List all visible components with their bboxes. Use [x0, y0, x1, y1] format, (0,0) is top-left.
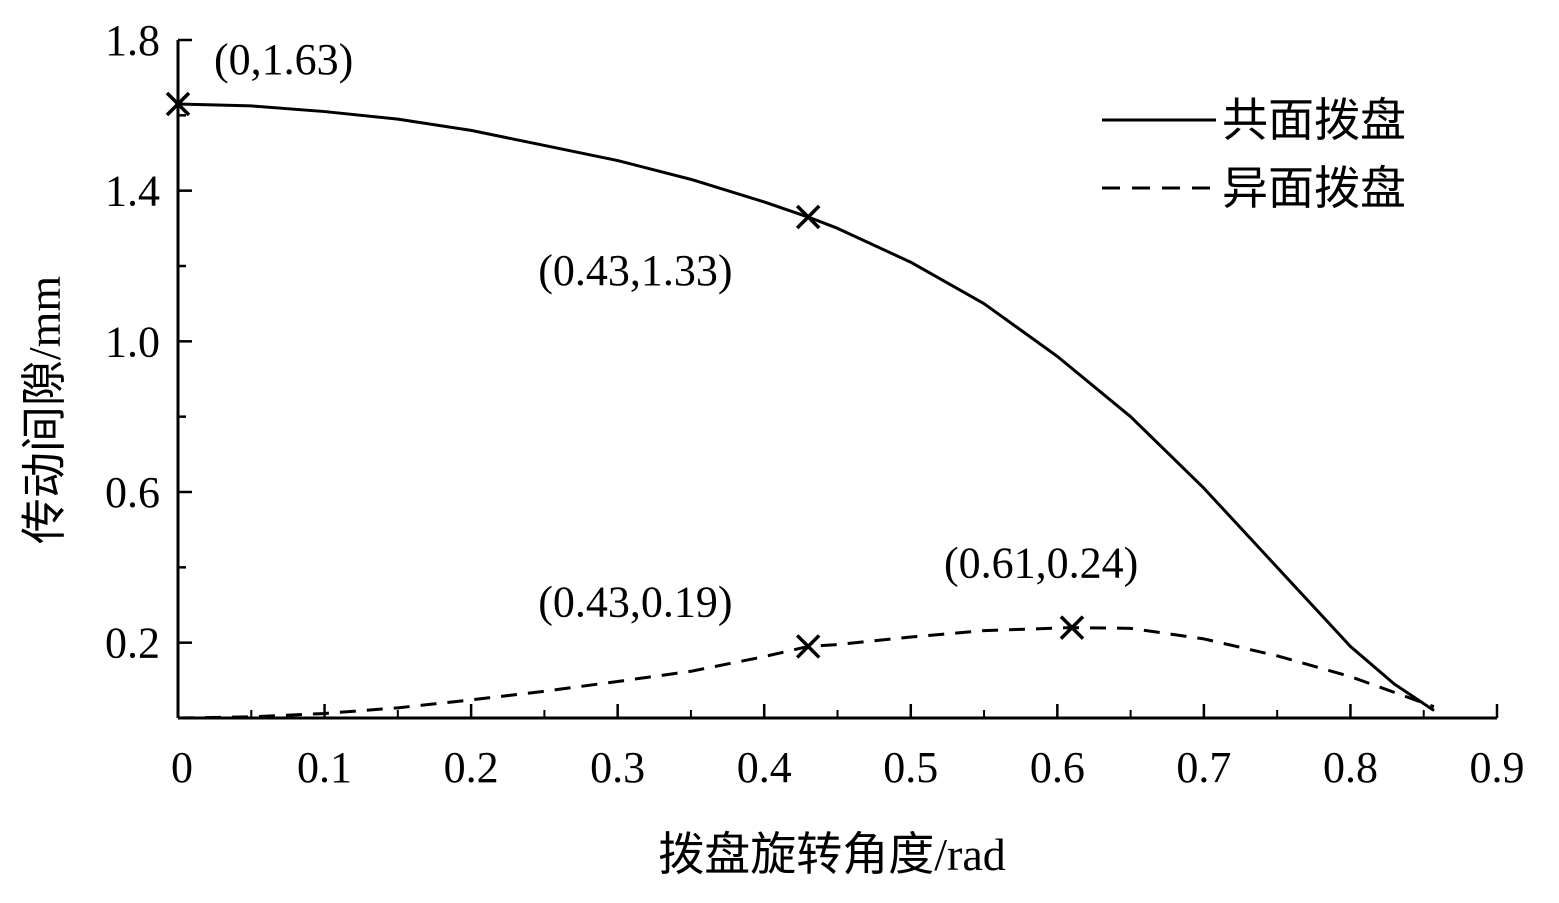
- legend-label: 共面拨盘: [1222, 95, 1406, 146]
- x-tick-label: 0.6: [1030, 743, 1085, 792]
- annotations: (0,1.63) (0.43,1.33) (0.43,0.19) (0.61,0.24…: [165, 35, 1138, 659]
- x-marker: [795, 204, 821, 230]
- annotation-label: (0,1.63): [214, 35, 353, 84]
- x-tick-label: 0.8: [1323, 743, 1378, 792]
- x-tick-label: 0.5: [883, 743, 938, 792]
- x-tick-label: 0.7: [1176, 743, 1231, 792]
- x-tick-label: 0.3: [590, 743, 645, 792]
- y-tick-label: 1.4: [105, 167, 160, 216]
- x-tick-label: 0.2: [444, 743, 499, 792]
- series-line-1: [177, 102, 1435, 712]
- y-tick-label: 0.2: [105, 619, 160, 668]
- annotation-label: (0.61,0.24): [944, 539, 1138, 588]
- annotation-label: (0.43,0.19): [538, 577, 732, 626]
- y-axis-title: 传动间隙/mm: [19, 276, 70, 545]
- x-tick-label: 0.1: [297, 743, 352, 792]
- y-tick-label: 1.0: [105, 317, 160, 366]
- y-tick-label: 0.6: [105, 468, 160, 517]
- x-marker: [165, 91, 191, 117]
- x-marker: [1059, 615, 1085, 640]
- ticks: 0 0.1 0.2 0.3 0.4 0.5 0.6 0.7 0.8 0.9 0.2 0.6 1.0 1.4…: [105, 16, 1525, 792]
- legend-label: 异面拨盘: [1222, 163, 1406, 214]
- x-tick-label: 0: [171, 743, 193, 792]
- y-tick-label: 1.8: [105, 16, 160, 65]
- annotation-label: (0.43,1.33): [538, 246, 732, 295]
- x-marker: [795, 634, 821, 659]
- series-line-2: [177, 626, 1435, 720]
- x-tick-label: 0.9: [1470, 743, 1525, 792]
- x-axis-title: 拨盘旋转角度/rad: [658, 829, 1006, 880]
- x-tick-label: 0.4: [737, 743, 792, 792]
